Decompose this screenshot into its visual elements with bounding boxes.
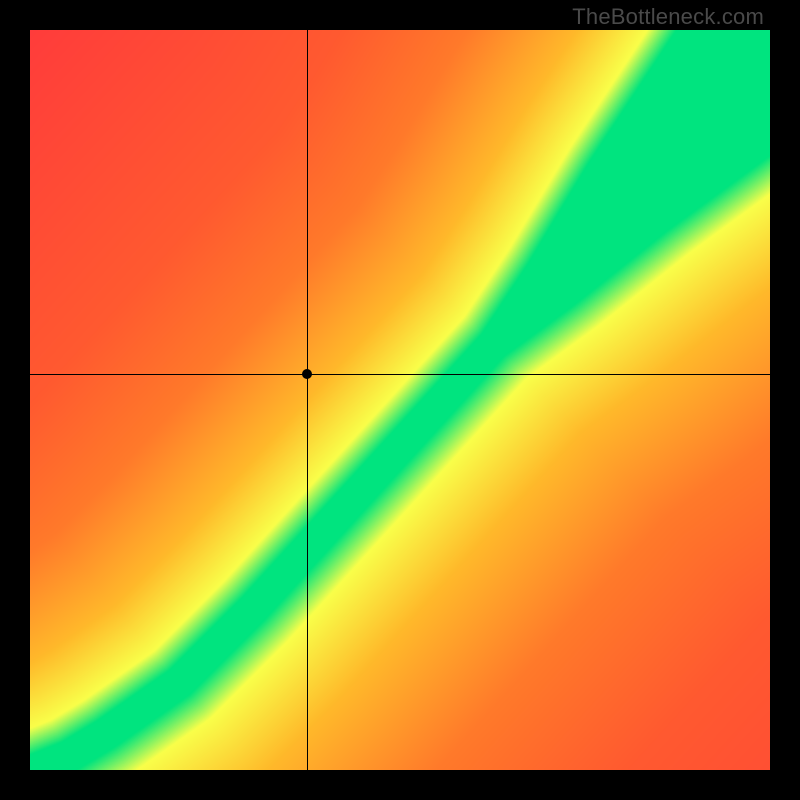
crosshair-vertical	[307, 30, 308, 770]
watermark-text: TheBottleneck.com	[572, 4, 764, 30]
heatmap-canvas	[30, 30, 770, 770]
crosshair-horizontal	[30, 374, 770, 375]
heatmap-plot-area	[30, 30, 770, 770]
selection-marker	[302, 369, 312, 379]
